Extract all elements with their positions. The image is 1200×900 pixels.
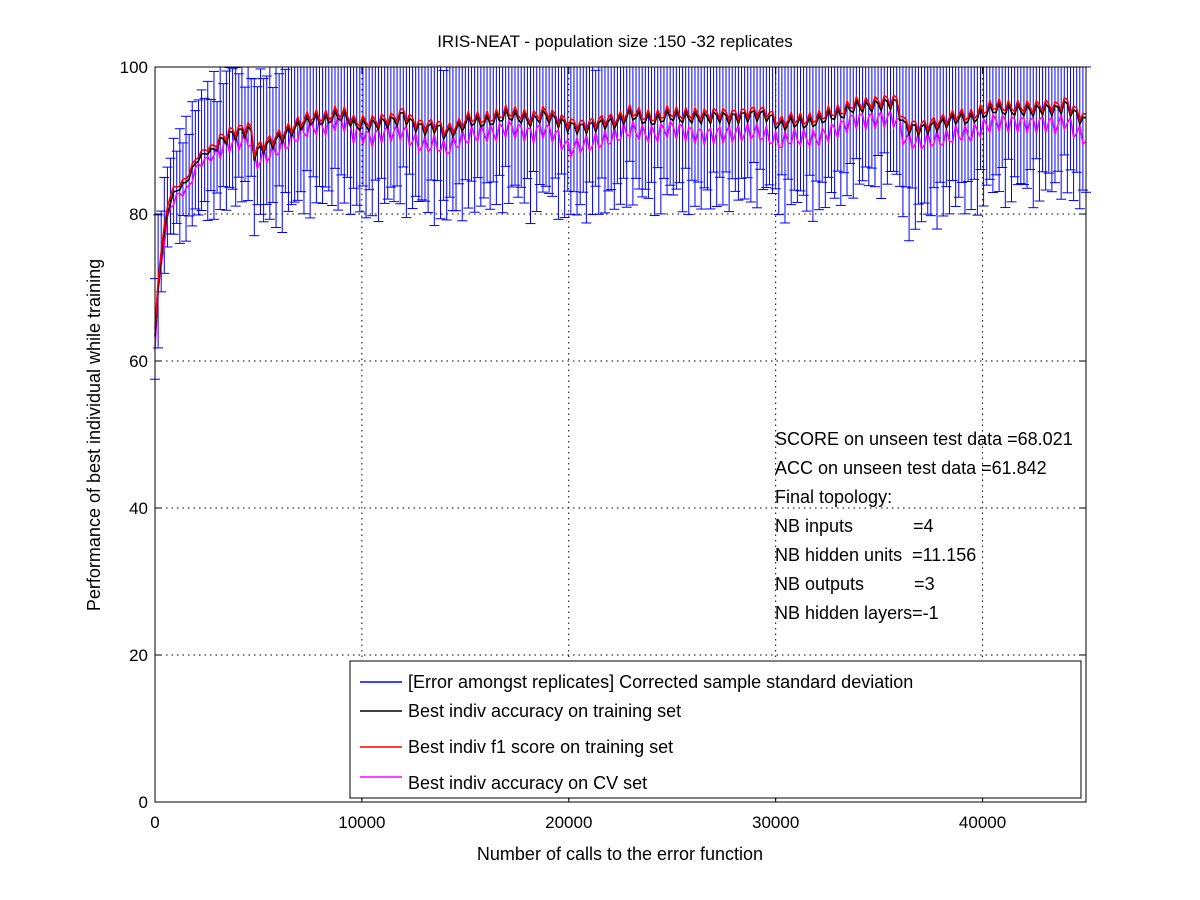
y-tick-label: 80 xyxy=(129,205,148,224)
annotation-nb-outputs: NB outputs =3 xyxy=(775,574,935,594)
x-axis-label: Number of calls to the error function xyxy=(477,844,763,864)
legend-label-acc-train: Best indiv accuracy on training set xyxy=(408,701,681,721)
x-tick-label: 40000 xyxy=(959,813,1006,832)
legend-label-std: [Error amongst replicates] Corrected sam… xyxy=(408,672,913,692)
chart-title: IRIS-NEAT - population size :150 -32 rep… xyxy=(437,32,793,51)
x-tick-label: 30000 xyxy=(752,813,799,832)
annotation-nb-hidden-layers: NB hidden layers=-1 xyxy=(775,603,939,623)
y-tick-label: 40 xyxy=(129,499,148,518)
x-tick-label: 10000 xyxy=(338,813,385,832)
annotation-nb-hidden-units: NB hidden units =11.156 xyxy=(775,545,976,565)
y-tick-label: 100 xyxy=(120,58,148,77)
legend: [Error amongst replicates] Corrected sam… xyxy=(350,661,1081,798)
y-axis-label: Performance of best individual while tra… xyxy=(84,259,104,611)
annotation-acc: ACC on unseen test data =61.842 xyxy=(775,458,1047,478)
y-tick-label: 20 xyxy=(129,646,148,665)
legend-label-acc-cv: Best indiv accuracy on CV set xyxy=(408,773,647,793)
annotation-topology: Final topology: xyxy=(775,487,892,507)
annotation-nb-inputs: NB inputs =4 xyxy=(775,516,934,536)
y-tick-label: 0 xyxy=(139,793,148,812)
annotation-score: SCORE on unseen test data =68.021 xyxy=(775,429,1073,449)
legend-label-f1-train: Best indiv f1 score on training set xyxy=(408,737,673,757)
y-tick-label: 60 xyxy=(129,352,148,371)
x-tick-label: 20000 xyxy=(545,813,592,832)
x-tick-label: 0 xyxy=(150,813,159,832)
annotations: SCORE on unseen test data =68.021 ACC on… xyxy=(775,429,1073,623)
